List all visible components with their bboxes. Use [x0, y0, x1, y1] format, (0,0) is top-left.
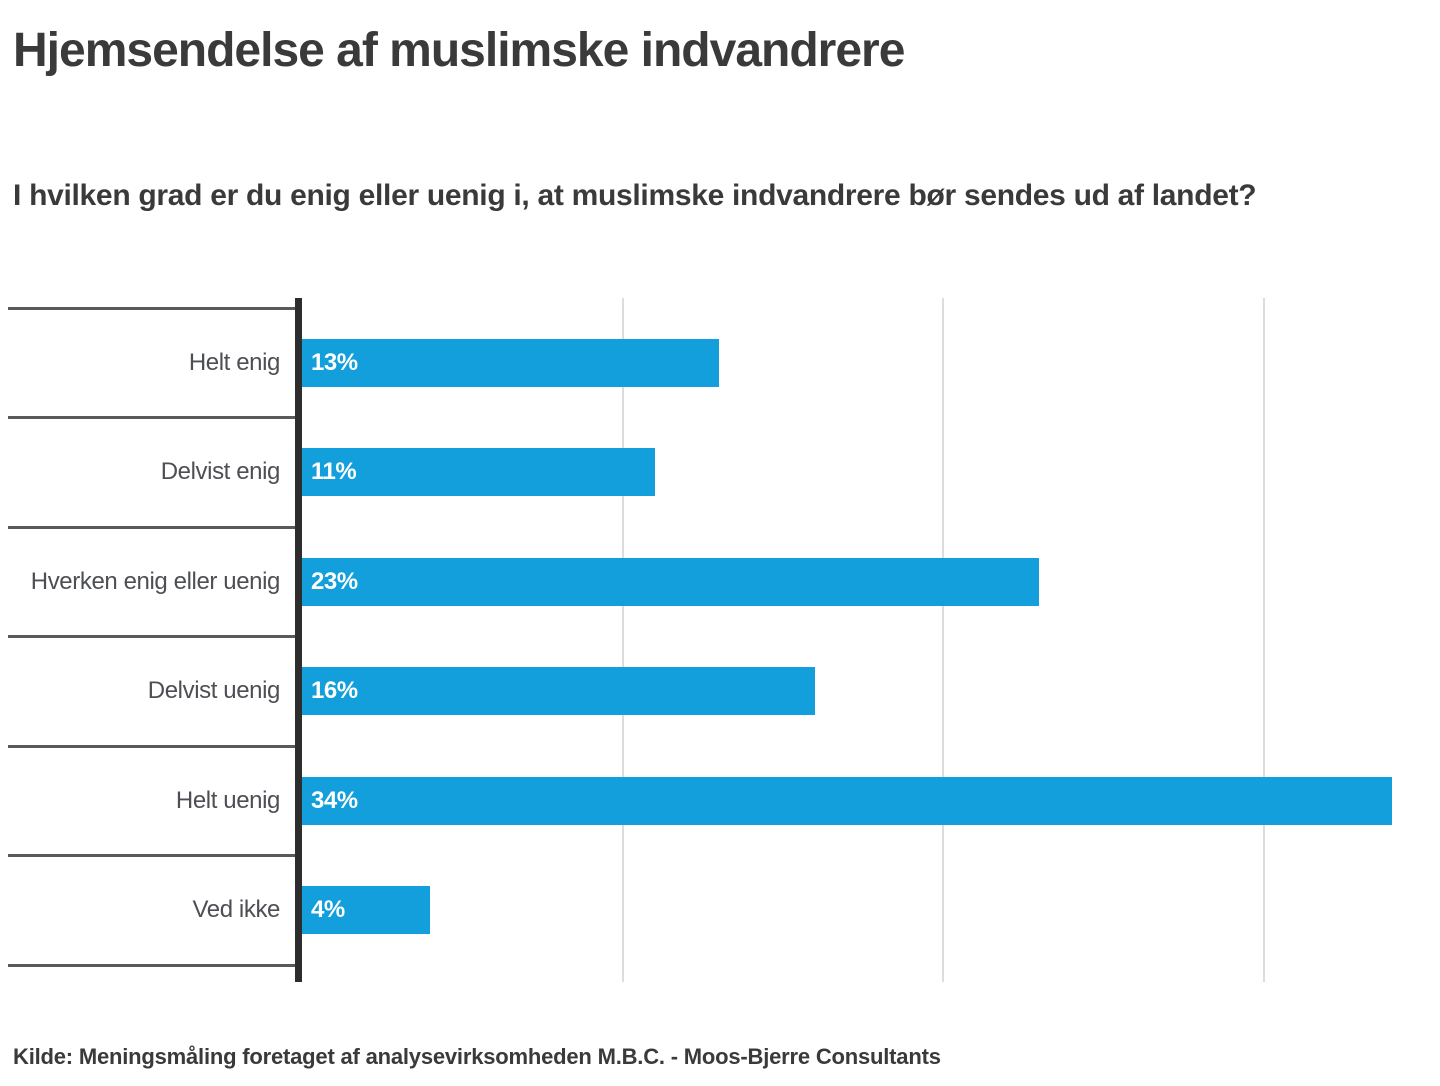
bar: 4%	[302, 886, 431, 935]
category-label: Helt enig	[188, 348, 281, 376]
row-divider	[8, 306, 302, 310]
gridline	[621, 298, 624, 982]
bar-value-label: 16%	[311, 677, 358, 705]
bar-value-label: 34%	[311, 786, 358, 814]
category-label: Delvist enig	[160, 458, 281, 486]
bar-value-label: 13%	[311, 348, 358, 376]
bar-value-label: 4%	[311, 896, 345, 924]
row-divider	[8, 635, 302, 638]
row-divider	[8, 525, 302, 529]
bar: 34%	[302, 776, 1392, 825]
bar: 23%	[302, 557, 1040, 606]
gridline	[942, 298, 945, 982]
row-divider	[8, 963, 302, 967]
chart-row: Helt enig 13%	[0, 306, 1440, 418]
source-note: Kilde: Meningsmåling foretaget af analys…	[13, 1044, 941, 1069]
chart-subtitle: I hvilken grad er du enig eller uenig i,…	[13, 179, 1257, 212]
bar-value-label: 23%	[311, 567, 358, 595]
category-label: Hverken enig eller uenig	[30, 567, 281, 595]
category-label: Delvist uenig	[147, 677, 281, 705]
chart-row: Helt uenig 34%	[0, 744, 1440, 856]
bar: 13%	[302, 338, 719, 387]
chart-row: Delvist enig 11%	[0, 416, 1440, 528]
y-axis-line	[295, 298, 302, 982]
category-label: Ved ikke	[192, 896, 280, 924]
category-label: Helt uenig	[175, 786, 280, 814]
bar: 11%	[302, 448, 655, 497]
row-divider	[8, 744, 302, 748]
plot-area: Helt enig 13% Delvist enig 11% Hverken enig …	[0, 298, 1440, 982]
chart-row: Delvist uenig 16%	[0, 635, 1440, 747]
chart-title: Hjemsendelse af muslimske indvandrere	[13, 24, 905, 77]
row-divider	[8, 854, 302, 857]
gridline	[1262, 298, 1265, 982]
chart-row: Hverken enig eller uenig 23%	[0, 525, 1440, 637]
row-divider	[8, 416, 302, 419]
bar: 16%	[302, 667, 815, 716]
chart-row: Ved ikke 4%	[0, 854, 1440, 966]
bar-value-label: 11%	[311, 458, 357, 486]
